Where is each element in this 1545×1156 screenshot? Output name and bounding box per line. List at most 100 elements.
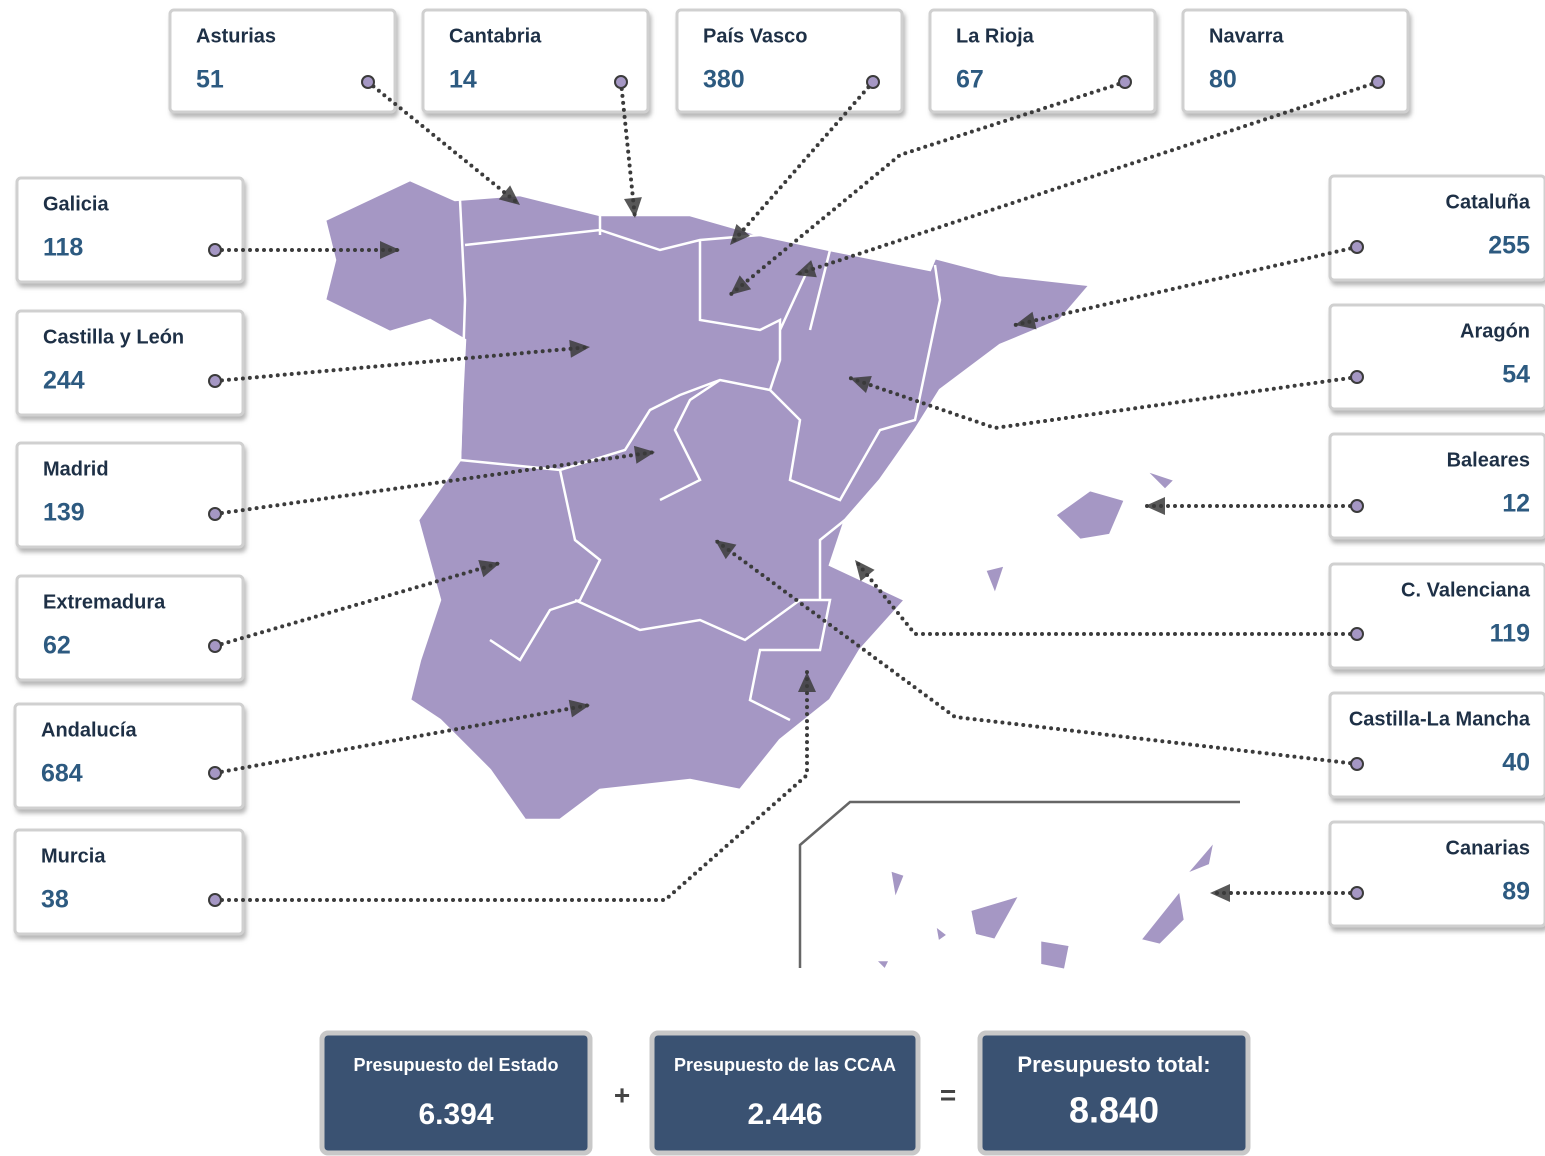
region-value: 38 [41,886,69,914]
connector-dot [208,243,222,257]
connector [619,80,637,220]
region-name: Galicia [43,193,109,215]
arrowhead [850,376,872,394]
arrowhead [569,339,590,358]
arrowhead [568,699,590,718]
connector-dot [1350,240,1364,254]
region-box [15,441,245,549]
region-value: 62 [43,632,71,660]
connector [213,703,592,775]
region-value: 119 [1490,620,1530,648]
region-name: Cataluña [1446,191,1531,213]
region-name: Navarra [1209,25,1284,47]
connector-dot [208,893,222,907]
region-box [15,574,245,682]
arrowhead [730,275,752,295]
region-name: Andalucía [41,719,137,741]
arrowhead [1015,311,1037,330]
summary-value: 2.446 [747,1098,822,1131]
region-box [1328,820,1545,928]
arrowhead [715,540,737,560]
region-name: C. Valenciana [1401,579,1531,601]
region-name: Castilla y León [43,326,184,348]
region-value: 255 [1488,232,1530,260]
region-name: Aragón [1460,320,1530,342]
region-name: Murcia [41,845,106,867]
connector-dot [614,75,628,89]
region-box [1328,303,1545,411]
arrowhead [1145,497,1165,515]
connector [853,558,1359,636]
connector-dot [1350,499,1364,513]
region-box [1328,432,1545,540]
region-name: Canarias [1446,837,1531,859]
arrowhead [855,560,875,582]
region-box [168,8,397,114]
arrowhead [380,241,400,259]
connector [728,80,1127,297]
arrowhead [498,185,520,205]
connector [848,375,1359,431]
region-box [1181,8,1410,114]
region-box [421,8,650,114]
region-value: 40 [1502,749,1530,777]
region-name: Castilla-La Mancha [1349,708,1531,730]
spain-map [323,178,1218,973]
region-value: 684 [41,760,83,788]
connector-dot [1350,370,1364,384]
summary-label: Presupuesto total: [1017,1052,1210,1077]
arrowhead [633,445,655,464]
region-value: 244 [43,367,85,395]
connector-dot [1350,886,1364,900]
connector-dot [208,766,222,780]
region-value: 54 [1502,361,1530,389]
summary-value: 6.394 [418,1098,493,1131]
connector [213,561,502,648]
connector [213,670,809,902]
region-box [15,176,245,284]
connector [793,80,1380,277]
region-box [1328,562,1545,670]
arrowhead [795,260,817,278]
arrowhead [1210,884,1230,902]
arrowhead [478,559,500,578]
summary-box [977,1030,1251,1156]
region-name: Madrid [43,458,109,480]
region-box [1328,174,1545,282]
connector-dot [208,639,222,653]
region-value: 12 [1502,490,1530,518]
connector [1013,245,1359,327]
operator-equals: = [940,1079,956,1110]
region-value: 139 [43,499,85,527]
connector [713,538,1359,766]
connector-dot [1350,627,1364,641]
connector-dot [1118,75,1132,89]
region-name: Cantabria [449,25,542,47]
region-box [15,309,245,417]
connector-dot [208,374,222,388]
connector-dot [1371,75,1385,89]
connector [728,80,875,247]
region-value: 14 [449,66,477,94]
arrowhead [730,224,750,245]
region-value: 89 [1502,878,1530,906]
region-box [13,702,245,810]
connector [213,345,592,383]
region-box [675,8,904,114]
region-value: 118 [43,234,83,262]
region-value: 67 [956,66,984,94]
connector [366,80,522,207]
connector [213,450,657,516]
summary-label: Presupuesto de las CCAA [674,1055,896,1075]
arrowhead [798,672,816,692]
arrowhead [623,197,642,218]
region-name: La Rioja [956,25,1035,47]
summary-box [649,1030,921,1156]
region-value: 80 [1209,66,1237,94]
region-box [928,8,1157,114]
region-box [1328,691,1545,799]
region-name: Asturias [196,25,276,47]
operator-plus: + [614,1079,630,1110]
summary-label: Presupuesto del Estado [353,1055,558,1075]
